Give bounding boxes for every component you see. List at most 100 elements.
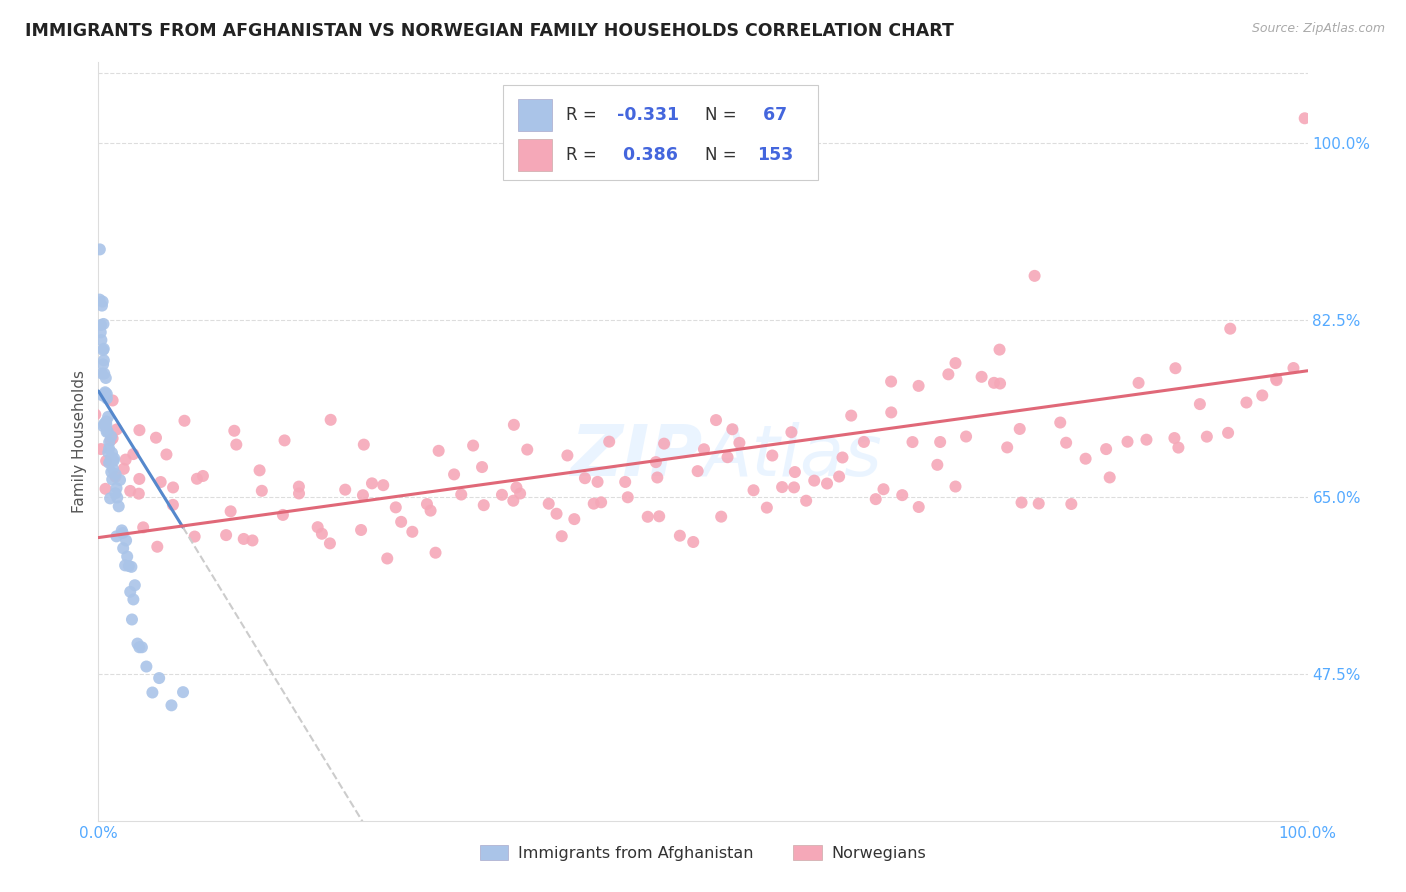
Point bbox=[97, 409, 120, 424]
Point bbox=[901, 435, 924, 450]
Point bbox=[103, 451, 125, 466]
Point bbox=[98, 442, 121, 456]
FancyBboxPatch shape bbox=[503, 85, 818, 180]
Point bbox=[319, 413, 342, 427]
Point bbox=[124, 578, 146, 592]
Point bbox=[352, 488, 374, 502]
Text: 67: 67 bbox=[758, 106, 787, 124]
Point bbox=[100, 429, 122, 443]
Text: 153: 153 bbox=[758, 146, 793, 164]
Point bbox=[96, 392, 118, 406]
Point bbox=[350, 523, 373, 537]
Point bbox=[828, 469, 851, 483]
Point bbox=[1095, 442, 1118, 456]
Text: R =: R = bbox=[567, 146, 602, 164]
Point bbox=[598, 434, 620, 449]
Point bbox=[1188, 397, 1211, 411]
Point bbox=[353, 437, 375, 451]
Point bbox=[120, 584, 142, 599]
Point bbox=[128, 640, 150, 655]
Point bbox=[652, 436, 675, 450]
Point bbox=[91, 388, 114, 402]
Point bbox=[704, 413, 727, 427]
Point bbox=[761, 449, 783, 463]
Point bbox=[591, 495, 613, 509]
Text: N =: N = bbox=[706, 106, 742, 124]
Point bbox=[114, 452, 136, 467]
Point bbox=[183, 530, 205, 544]
Point bbox=[311, 526, 333, 541]
Point bbox=[1135, 433, 1157, 447]
Point bbox=[94, 482, 117, 496]
Legend: Immigrants from Afghanistan, Norwegians: Immigrants from Afghanistan, Norwegians bbox=[474, 838, 932, 867]
Point bbox=[96, 387, 118, 401]
Point bbox=[97, 425, 120, 439]
Point bbox=[93, 342, 115, 356]
Point bbox=[149, 475, 172, 489]
Point bbox=[90, 367, 112, 381]
Point bbox=[970, 369, 993, 384]
Point bbox=[141, 685, 163, 699]
Point bbox=[84, 408, 107, 422]
Point bbox=[288, 480, 311, 494]
Point bbox=[551, 529, 574, 543]
Point bbox=[1195, 430, 1218, 444]
Point bbox=[90, 442, 112, 456]
Point bbox=[191, 469, 214, 483]
Point bbox=[1028, 497, 1050, 511]
Point bbox=[1219, 321, 1241, 335]
Point bbox=[104, 467, 127, 482]
Point bbox=[929, 435, 952, 450]
Point bbox=[91, 294, 114, 309]
Point bbox=[852, 434, 875, 449]
Point bbox=[288, 486, 311, 500]
Point bbox=[988, 376, 1011, 391]
Point bbox=[880, 375, 903, 389]
Point bbox=[101, 446, 124, 460]
Text: ZIP: ZIP bbox=[571, 422, 703, 491]
Point bbox=[1008, 422, 1031, 436]
Y-axis label: Family Households: Family Households bbox=[72, 370, 87, 513]
Point bbox=[1098, 470, 1121, 484]
Text: Source: ZipAtlas.com: Source: ZipAtlas.com bbox=[1251, 22, 1385, 36]
Point bbox=[1265, 372, 1288, 386]
Point bbox=[716, 450, 738, 465]
Point bbox=[90, 326, 112, 340]
Text: R =: R = bbox=[567, 106, 602, 124]
Point bbox=[242, 533, 264, 548]
Point bbox=[891, 488, 914, 502]
Point bbox=[546, 507, 568, 521]
Point bbox=[120, 559, 142, 574]
Point bbox=[271, 508, 294, 522]
Point bbox=[427, 443, 450, 458]
Point bbox=[831, 450, 853, 465]
Point bbox=[1060, 497, 1083, 511]
Point bbox=[105, 422, 128, 436]
Point bbox=[780, 425, 803, 440]
Point bbox=[148, 671, 170, 685]
Point bbox=[425, 546, 447, 560]
Point bbox=[509, 486, 531, 500]
Point bbox=[111, 524, 134, 538]
Point bbox=[93, 419, 115, 434]
Point bbox=[93, 317, 115, 331]
Point bbox=[93, 367, 115, 381]
Point bbox=[389, 515, 412, 529]
Point bbox=[93, 417, 115, 431]
Point bbox=[770, 480, 793, 494]
Point bbox=[120, 483, 142, 498]
Point bbox=[112, 541, 135, 556]
Point bbox=[880, 405, 903, 419]
Point bbox=[586, 475, 609, 489]
Text: -0.331: -0.331 bbox=[617, 106, 679, 124]
Point bbox=[803, 474, 825, 488]
Text: IMMIGRANTS FROM AFGHANISTAN VS NORWEGIAN FAMILY HOUSEHOLDS CORRELATION CHART: IMMIGRANTS FROM AFGHANISTAN VS NORWEGIAN… bbox=[25, 22, 955, 40]
Point bbox=[1167, 441, 1189, 455]
Point bbox=[945, 356, 967, 370]
Point bbox=[983, 376, 1005, 390]
Point bbox=[645, 455, 668, 469]
Point bbox=[938, 368, 960, 382]
Point bbox=[132, 520, 155, 534]
Point bbox=[100, 465, 122, 479]
Point bbox=[648, 509, 671, 524]
